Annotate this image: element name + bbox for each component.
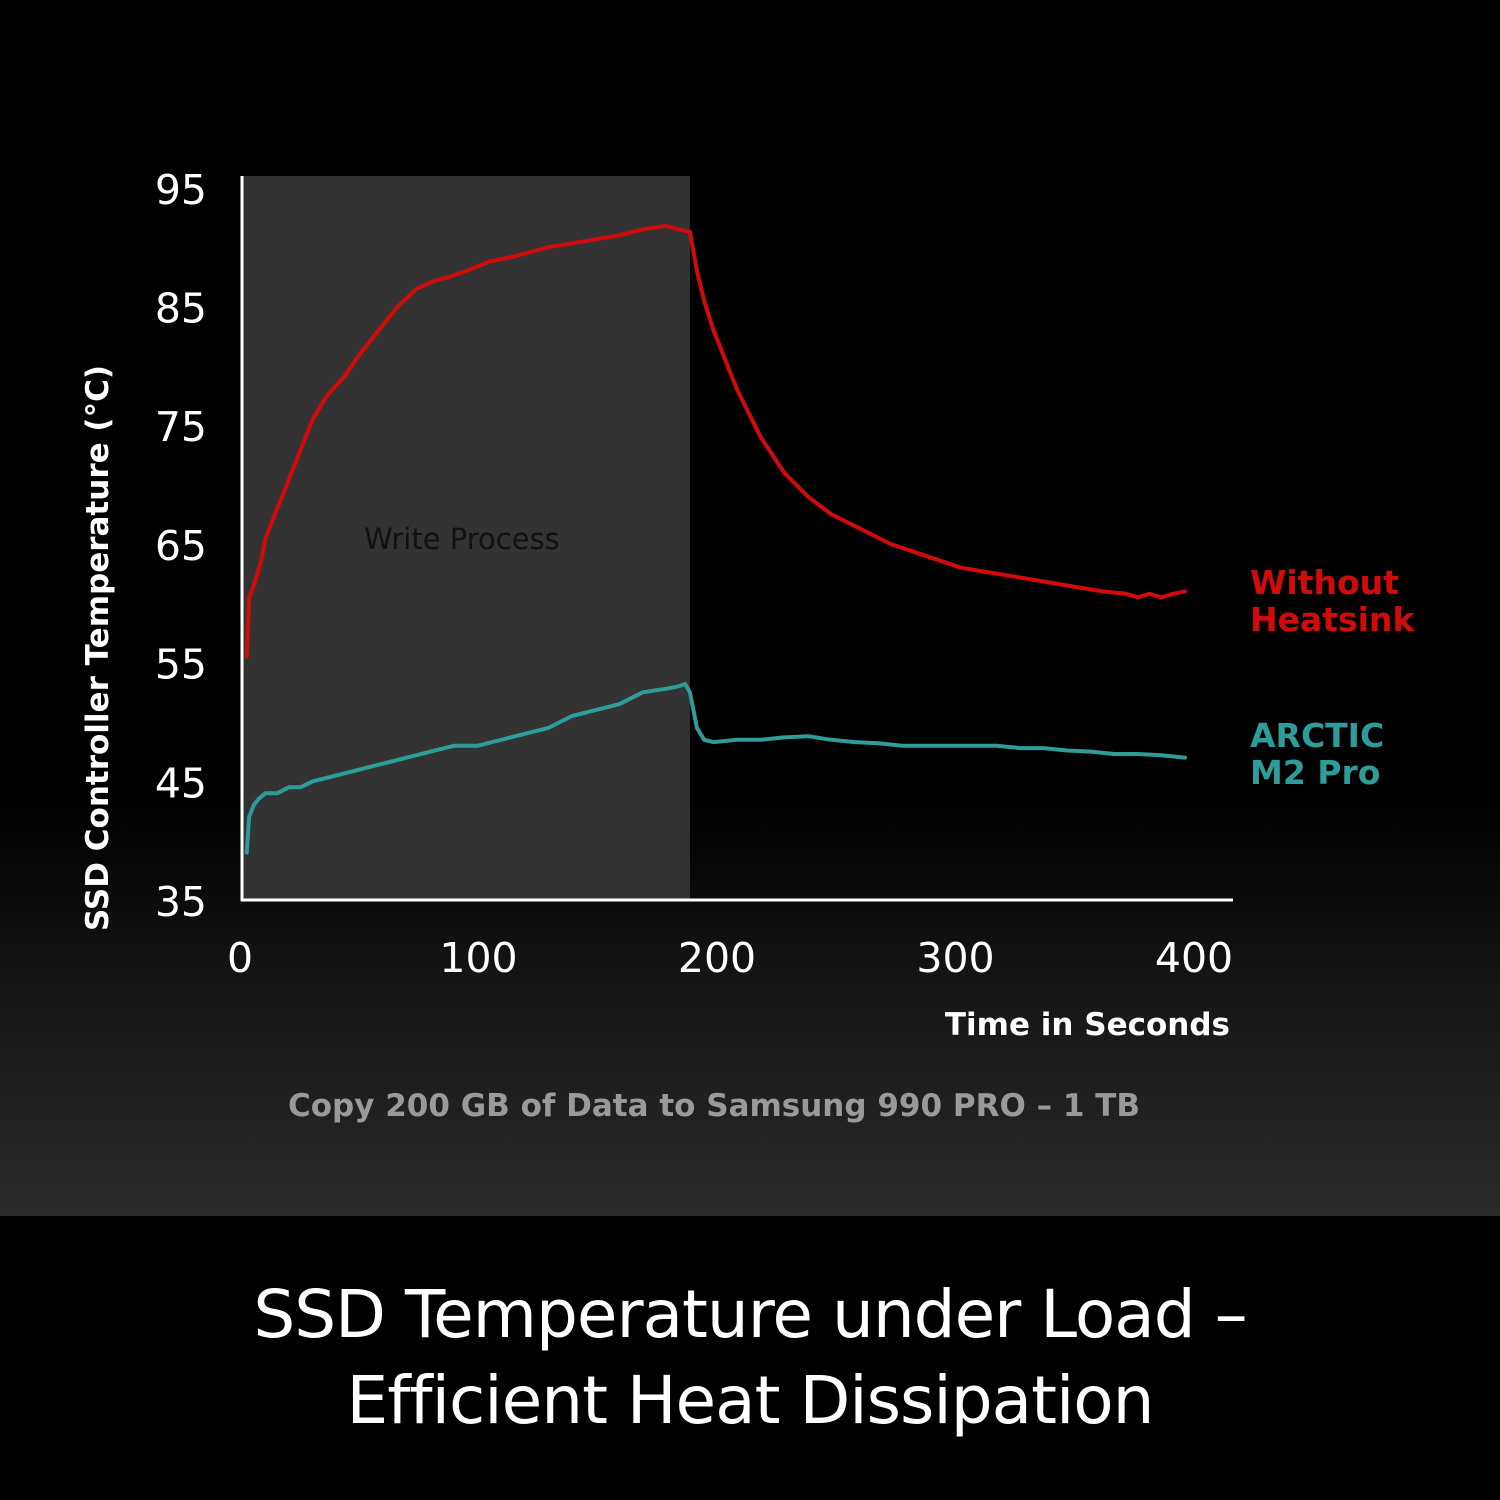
legend-label: Without Heatsink xyxy=(1250,563,1415,639)
x-tick-labels: 0 100 200 300 400 xyxy=(227,934,1233,982)
y-tick-label: 45 xyxy=(155,759,207,807)
headline-panel xyxy=(0,1216,1500,1500)
headline-line-1: SSD Temperature under Load – xyxy=(253,1276,1247,1353)
series-line-arctic-m2-pro xyxy=(244,682,1187,855)
chart-caption: Copy 200 GB of Data to Samsung 990 PRO –… xyxy=(288,1088,1140,1124)
y-tick-label: 55 xyxy=(155,641,207,689)
legend-label: ARCTIC M2 Pro xyxy=(1250,716,1384,792)
y-tick-label: 65 xyxy=(155,522,207,570)
y-axis-title: SSD Controller Temperature (°C) xyxy=(80,365,116,931)
y-tick-label: 95 xyxy=(155,166,207,214)
y-tick-label: 85 xyxy=(155,285,207,333)
legend-label-line: M2 Pro xyxy=(1250,753,1380,792)
temperature-chart: Write Process 95 85 75 65 55 45 35 0 100 200 300 4… xyxy=(80,166,1415,1124)
x-tick-label: 0 xyxy=(227,934,253,982)
y-tick-label: 35 xyxy=(155,878,207,926)
x-tick-label: 400 xyxy=(1155,934,1233,982)
legend-label-line: Heatsink xyxy=(1250,600,1415,639)
y-tick-labels: 95 85 75 65 55 45 35 xyxy=(155,166,207,926)
legend-label-line: Without xyxy=(1250,563,1399,602)
legend: Without Heatsink ARCTIC M2 Pro xyxy=(1250,563,1415,792)
series-line-without-heatsink xyxy=(244,223,1187,659)
legend-label-line: ARCTIC xyxy=(1250,716,1384,755)
y-tick-label: 75 xyxy=(155,403,207,451)
x-tick-label: 300 xyxy=(916,934,994,982)
write-process-label: Write Process xyxy=(364,522,560,556)
x-axis-title: Time in Seconds xyxy=(945,1007,1230,1043)
x-tick-label: 100 xyxy=(439,934,517,982)
headline-line-2: Efficient Heat Dissipation xyxy=(346,1362,1155,1439)
x-tick-label: 200 xyxy=(678,934,756,982)
series-layer xyxy=(244,223,1187,855)
